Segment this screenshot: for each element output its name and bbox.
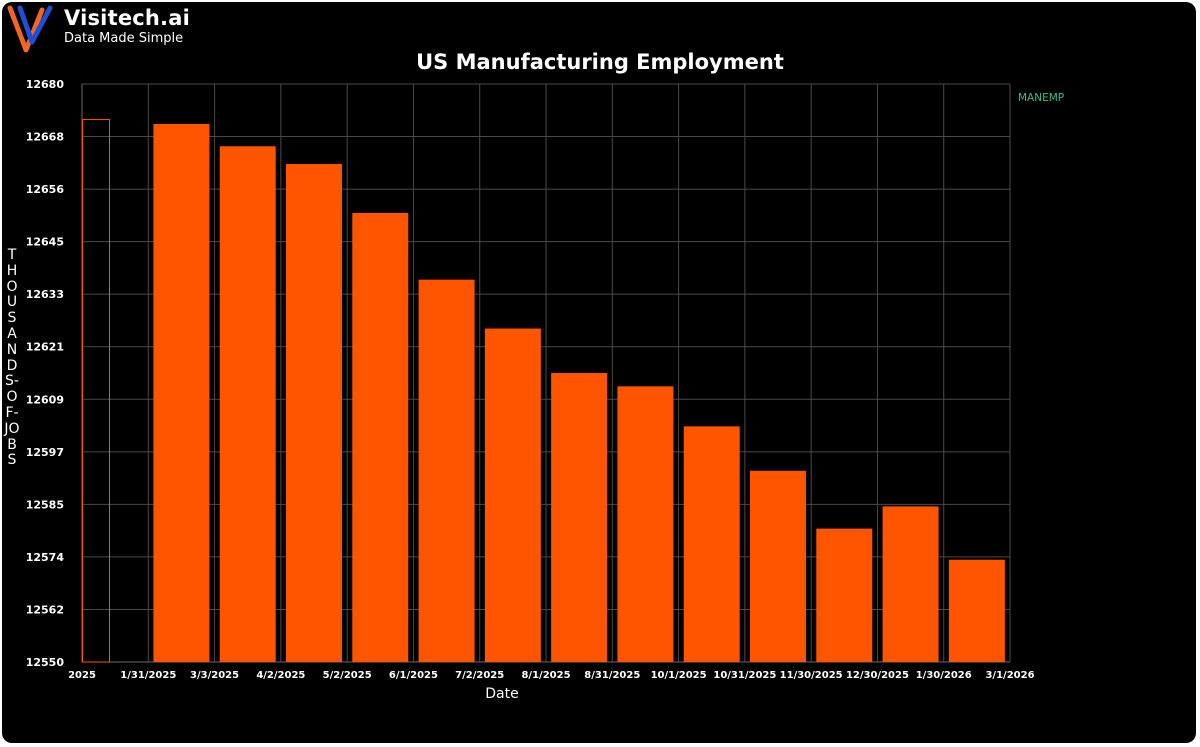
y-tick-label: 12574	[26, 551, 65, 564]
y-tick-label: 12609	[26, 393, 64, 406]
bar	[484, 328, 541, 662]
brand-tagline: Data Made Simple	[64, 31, 184, 46]
x-tick-label: 2025	[68, 670, 96, 681]
bars	[82, 119, 1005, 663]
x-tick-label: 8/1/2025	[521, 670, 570, 681]
bar	[750, 470, 806, 662]
brand-name: Visitech.ai	[64, 6, 191, 30]
y-tick-label: 12585	[26, 498, 64, 511]
y-tick-label: 12621	[26, 341, 64, 354]
x-axis-label: Date	[485, 686, 519, 702]
x-tick-label: 3/1/2026	[985, 670, 1034, 681]
chart-title: US Manufacturing Employment	[416, 50, 784, 74]
x-tick-label: 8/31/2025	[584, 670, 640, 681]
x-tick-label: 6/1/2025	[389, 670, 438, 681]
x-tick-label: 11/30/2025	[780, 670, 843, 681]
y-tick-label: 12668	[26, 131, 64, 144]
bar	[219, 146, 276, 662]
bar-outline	[82, 119, 110, 663]
x-tick-label: 7/2/2025	[455, 670, 504, 681]
y-tick-label: 12680	[26, 78, 65, 91]
bar	[286, 164, 342, 662]
x-tick-label: 1/31/2025	[120, 670, 176, 681]
bar	[551, 373, 608, 662]
bar	[617, 386, 674, 662]
bar	[352, 212, 409, 662]
bar	[153, 124, 210, 662]
y-tick-label: 12550	[26, 656, 65, 669]
y-tick-labels: 12550 12562 12574 12585 12597 12609 12621 12633…	[26, 78, 65, 669]
y-tick-label: 12597	[26, 446, 64, 459]
x-tick-label: 10/1/2025	[651, 670, 707, 681]
y-tick-label: 12633	[26, 288, 64, 301]
bar	[882, 506, 939, 662]
visitech-logo-icon	[7, 5, 53, 53]
x-tick-label: 4/2/2025	[256, 670, 305, 681]
x-tick-label: 10/31/2025	[713, 670, 776, 681]
x-tick-label: 3/3/2025	[190, 670, 239, 681]
bar	[683, 426, 740, 662]
x-tick-labels: 2025 1/31/2025 3/3/2025 4/2/2025 5/2/2025 6/1…	[68, 670, 1034, 681]
bar	[418, 279, 475, 662]
y-axis-label: THOUSANDS-OF-JOBS	[4, 247, 20, 469]
brand-logo: Visitech.ai Data Made Simple	[6, 4, 206, 56]
bar	[948, 559, 1005, 662]
x-tick-label: 5/2/2025	[323, 670, 372, 681]
x-tick-label: 1/30/2026	[916, 670, 972, 681]
x-tick-label: 12/30/2025	[846, 670, 909, 681]
legend-entry: MANEMP	[1018, 92, 1065, 104]
y-tick-label: 12562	[26, 603, 64, 616]
y-tick-label: 12656	[26, 183, 65, 196]
bar	[816, 528, 873, 662]
y-tick-label: 12645	[26, 236, 64, 249]
